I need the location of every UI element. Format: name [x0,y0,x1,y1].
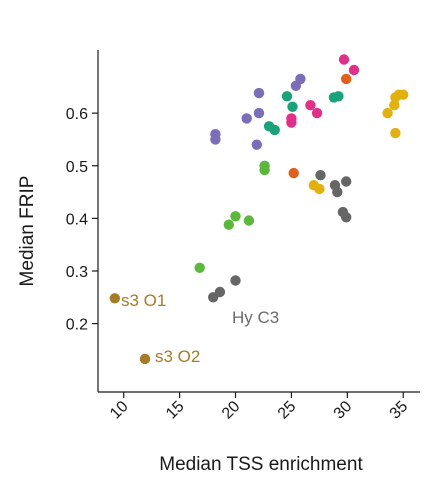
data-point-gold [389,100,400,111]
data-point-gray [214,286,226,298]
data-point-green [230,211,241,222]
data-point-purple [210,129,221,140]
data-point-purple [253,107,265,119]
y-axis-title: Median FRIP [17,176,38,287]
axes [97,50,420,393]
data-point-magenta [311,107,323,119]
x-axis-title: Median TSS enrichment [159,454,363,475]
data-point-magenta [305,100,316,111]
data-point-gold [390,127,401,139]
data-point-purple [295,73,306,85]
x-ticks: 10 15 20 25 30 35 [107,392,411,423]
x-tick-label: 25 [275,398,300,423]
data-point-teal [281,91,293,102]
data-point-brown [139,353,151,365]
data-point-teal [269,124,280,136]
data-point-purple [251,139,262,150]
annotation-s3-o1: s3 O1 [121,291,166,310]
data-point-teal [333,91,344,102]
data-point-gray [341,176,352,187]
data-point-purple [253,87,265,99]
data-point-gold [314,183,325,195]
data-point-gold [382,107,393,119]
y-tick-label: 0.4 [66,211,88,228]
x-tick-label: 10 [107,398,132,423]
data-point-green [194,262,205,273]
data-point-gray [341,212,352,223]
y-tick-label: 0.3 [66,264,88,281]
x-tick-label: 15 [163,398,188,423]
y-ticks: 0.2 0.3 0.4 0.5 0.6 [66,106,98,334]
y-tick-label: 0.2 [66,317,88,334]
annotation-hy-c3: Hy C3 [232,308,279,327]
data-point-gray [315,170,326,181]
data-point-gray [230,275,241,286]
data-point-green [259,160,270,171]
x-tick-label: 30 [331,398,356,423]
x-tick-label: 35 [387,398,412,423]
data-point-purple [241,113,252,124]
data-point-gold [398,89,409,100]
data-point-orange [341,73,352,85]
data-point-green [243,215,255,226]
data-point-orange [288,167,299,179]
annotation-s3-o2: s3 O2 [155,347,200,366]
y-tick-label: 0.6 [66,106,88,123]
data-point-gray [332,186,343,198]
data-point-green [223,219,234,230]
data-points [109,54,409,365]
data-point-magenta [338,54,350,65]
data-point-magenta [286,113,297,124]
y-tick-label: 0.5 [66,159,88,176]
data-point-brown [109,293,121,304]
x-tick-label: 20 [219,398,244,423]
data-point-teal [287,101,298,113]
data-point-magenta [348,64,360,76]
